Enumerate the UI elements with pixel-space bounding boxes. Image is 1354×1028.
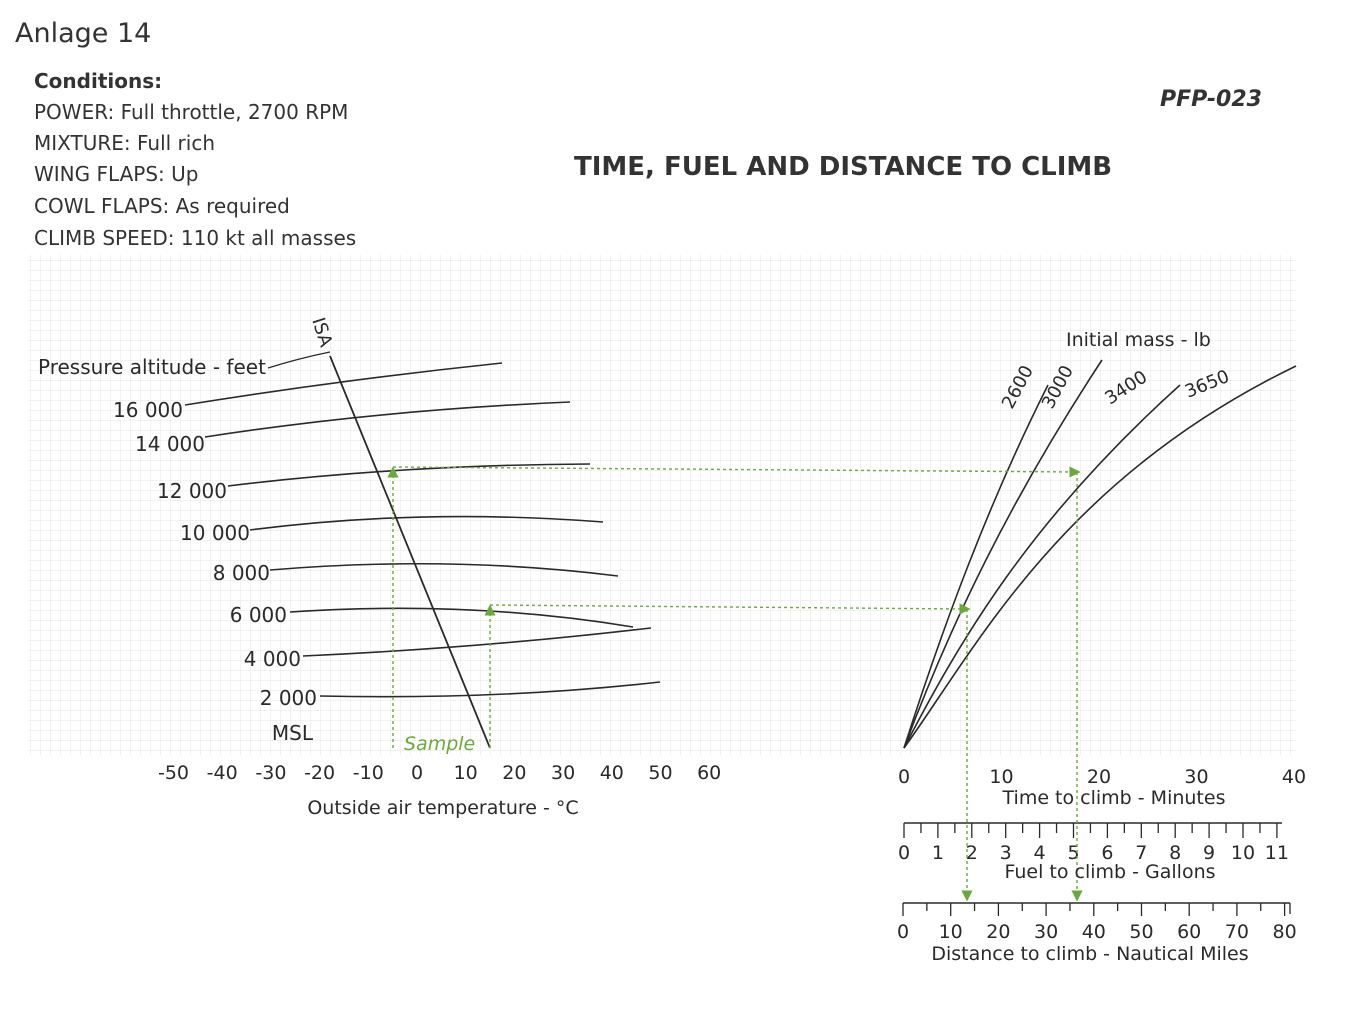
altitude-label: 6 000 [230, 603, 287, 627]
isa-line [329, 355, 491, 749]
fuel-tick-label: 9 [1203, 842, 1215, 864]
sample-lines [387, 466, 1083, 902]
mass-legend-title: Initial mass - lb [1066, 329, 1211, 351]
distance-tick-label: 10 [939, 921, 963, 943]
mass-curve [903, 384, 1181, 749]
condition-power: POWER: Full throttle, 2700 RPM [34, 100, 349, 124]
distance-tick-label: 70 [1225, 921, 1249, 943]
distance-tick-label: 0 [897, 921, 909, 943]
altitude-label: 2 000 [260, 686, 317, 710]
altitude-curve [204, 401, 571, 438]
condition-climb-speed: CLIMB SPEED: 110 kt all masses [34, 226, 357, 250]
oat-tick-label: 0 [411, 762, 423, 784]
altitude-label: 8 000 [213, 561, 270, 585]
mass-curve [903, 365, 1297, 749]
oat-tick-label: 50 [648, 762, 672, 784]
altitude-label: 4 000 [244, 647, 301, 671]
distance-tick-label: 80 [1273, 921, 1297, 943]
time-tick-label: 30 [1184, 766, 1208, 788]
time-tick-label: 20 [1087, 766, 1111, 788]
fuel-tick-label: 0 [898, 842, 910, 864]
sample-label: Sample [404, 733, 475, 755]
reference-code: PFP-023 [1160, 87, 1262, 112]
x-axis-label: Outside air temperature - °C [307, 797, 578, 819]
oat-tick-label: 20 [502, 762, 526, 784]
mass-curve [903, 384, 1049, 749]
chart-title: TIME, FUEL AND DISTANCE TO CLIMB [574, 152, 1113, 182]
oat-tick-label: -10 [353, 762, 384, 784]
sample-arrow-right-2 [489, 603, 971, 615]
distance-tick-label: 60 [1177, 921, 1201, 943]
oat-tick-label: -30 [255, 762, 286, 784]
altitude-curve [289, 607, 634, 628]
fuel-tick-label: 11 [1265, 842, 1289, 864]
condition-cowl-flaps: COWL FLAPS: As required [34, 194, 290, 218]
distance-scale: 0 10 20 30 40 50 60 70 80 [897, 902, 1297, 943]
altitude-label: 12 000 [157, 479, 227, 503]
altitude-label: MSL [272, 721, 314, 745]
label-leader-line [267, 351, 331, 369]
oat-tick-label: -50 [158, 762, 189, 784]
time-tick-label: 10 [989, 766, 1013, 788]
distance-tick-label: 40 [1082, 921, 1106, 943]
conditions-heading: Conditions: [34, 69, 163, 93]
fuel-tick-label: 3 [1000, 842, 1012, 864]
time-tick-labels: 0 10 20 30 40 [898, 766, 1306, 788]
fuel-tick-label: 8 [1169, 842, 1181, 864]
altitude-curves [184, 351, 661, 749]
mass-curves [903, 359, 1297, 749]
distance-tick-label: 20 [986, 921, 1010, 943]
fuel-tick-label: 4 [1034, 842, 1046, 864]
grid-area [28, 255, 1296, 755]
distance-tick-label: 50 [1129, 921, 1153, 943]
distance-tick-label: 30 [1034, 921, 1058, 943]
altitude-label: 16 000 [113, 398, 183, 422]
fuel-tick-label: 1 [932, 842, 944, 864]
altitude-curve [319, 681, 661, 698]
oat-tick-label: 10 [454, 762, 478, 784]
oat-tick-label: -40 [207, 762, 238, 784]
document-label: Anlage 14 [15, 18, 152, 49]
altitude-curve [249, 515, 604, 531]
condition-wing-flaps: WING FLAPS: Up [34, 162, 199, 186]
altitude-label: 10 000 [180, 521, 250, 545]
time-tick-label: 40 [1282, 766, 1306, 788]
fuel-axis-label: Fuel to climb - Gallons [1004, 861, 1215, 883]
time-tick-label: 0 [898, 766, 910, 788]
altitude-label: 14 000 [135, 432, 205, 456]
altitude-curve [302, 627, 652, 657]
oat-tick-label: 60 [697, 762, 721, 784]
altitude-labels: 16 000 14 000 12 000 10 000 8 000 6 000 4 000 2… [113, 398, 317, 745]
time-axis-label: Time to climb - Minutes [1002, 787, 1226, 809]
fuel-tick-label: 7 [1135, 842, 1147, 864]
oat-tick-labels: -50 -40 -30 -20 -10 0 10 20 30 40 50 60 [158, 762, 721, 784]
condition-mixture: MIXTURE: Full rich [34, 131, 215, 155]
oat-tick-label: -20 [304, 762, 335, 784]
oat-tick-label: 40 [600, 762, 624, 784]
altitude-curve [269, 562, 619, 577]
altitude-curve [184, 362, 503, 406]
distance-axis-label: Distance to climb - Nautical Miles [931, 943, 1248, 965]
altitude-curve [227, 463, 591, 487]
y-axis-label: Pressure altitude - feet [38, 355, 266, 379]
oat-tick-label: 30 [551, 762, 575, 784]
mass-curve [903, 359, 1103, 749]
fuel-tick-label: 10 [1231, 842, 1255, 864]
fuel-tick-label: 2 [966, 842, 978, 864]
fuel-scale: 0 1 2 3 4 5 6 7 8 9 10 11 [898, 822, 1289, 864]
fuel-tick-label: 6 [1101, 842, 1113, 864]
